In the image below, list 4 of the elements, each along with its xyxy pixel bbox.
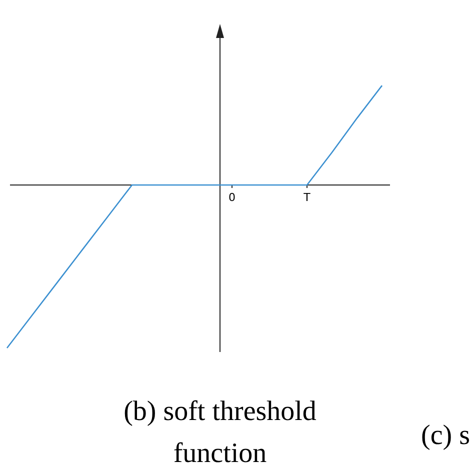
x-tick-label: T <box>302 191 311 204</box>
text: (b) soft threshold function <box>124 396 316 469</box>
text: (c) s <box>421 420 470 451</box>
x-tick-label: 0 <box>228 191 236 204</box>
